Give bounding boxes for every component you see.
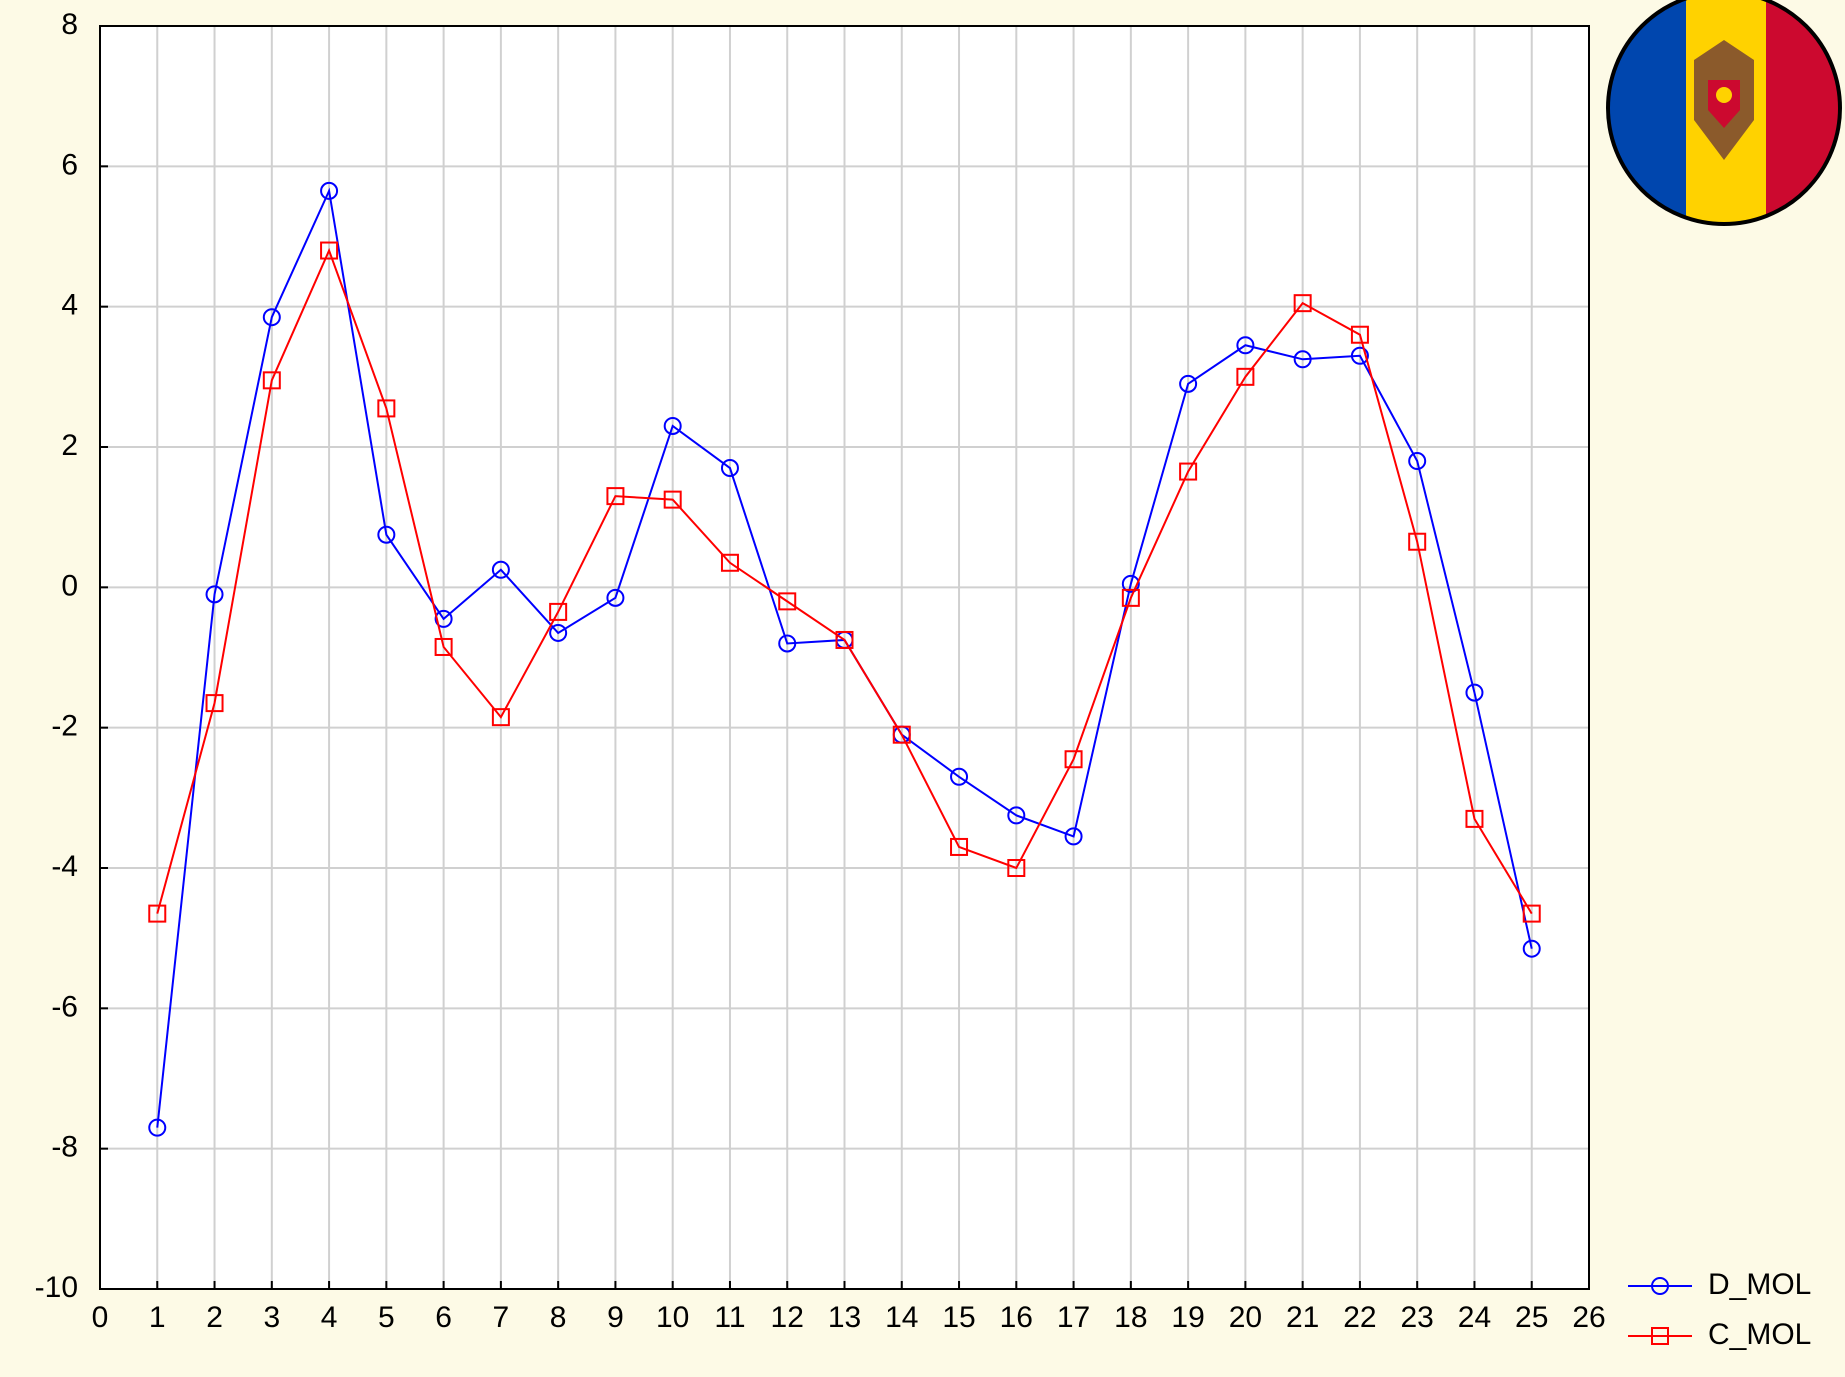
x-tick-label: 22 (1343, 1301, 1376, 1334)
x-tick-label: 11 (714, 1301, 745, 1334)
marker (1522, 939, 1541, 958)
x-tick-label: 24 (1458, 1301, 1491, 1334)
marker (835, 630, 854, 649)
marker (1236, 336, 1255, 355)
x-tick-label: 13 (828, 1301, 861, 1334)
x-tick-label: 9 (607, 1301, 624, 1334)
marker (1179, 374, 1198, 393)
x-tick-label: 6 (435, 1301, 452, 1334)
marker (1350, 325, 1369, 344)
marker (320, 241, 339, 260)
marker (549, 623, 568, 642)
y-tick-label: 8 (61, 8, 78, 41)
y-tick-label: 2 (61, 429, 78, 462)
x-tick-label: 4 (321, 1301, 338, 1334)
marker (491, 708, 510, 727)
marker (1465, 809, 1484, 828)
marker (1121, 574, 1140, 593)
marker (377, 399, 396, 418)
x-tick-label: 25 (1515, 1301, 1548, 1334)
x-tick-label: 17 (1057, 1301, 1090, 1334)
legend-item: D_MOL (1628, 1268, 1811, 1301)
marker (1350, 346, 1369, 365)
flag-badge (1606, 0, 1842, 226)
marker (1293, 294, 1312, 313)
marker (1408, 532, 1427, 551)
y-tick-label: 6 (61, 148, 78, 181)
marker (491, 560, 510, 579)
x-tick-label: 23 (1401, 1301, 1434, 1334)
x-tick-label: 26 (1572, 1301, 1605, 1334)
marker (262, 371, 281, 390)
x-tick-label: 19 (1171, 1301, 1204, 1334)
series-line (156, 247, 1533, 915)
x-tick-label: 15 (942, 1301, 975, 1334)
marker (1465, 683, 1484, 702)
x-tick-label: 7 (493, 1301, 510, 1334)
marker (1121, 588, 1140, 607)
marker (1293, 350, 1312, 369)
marker (148, 904, 167, 923)
marker (1064, 750, 1083, 769)
legend-label: D_MOL (1708, 1268, 1811, 1301)
marker (663, 490, 682, 509)
x-tick-label: 2 (206, 1301, 223, 1334)
marker (950, 767, 969, 786)
y-tick-label: 4 (61, 289, 78, 322)
x-tick-label: 1 (149, 1301, 166, 1334)
marker (434, 637, 453, 656)
x-tick-label: 18 (1114, 1301, 1147, 1334)
marker (720, 553, 739, 572)
marker (320, 181, 339, 200)
marker (549, 602, 568, 621)
marker (720, 459, 739, 478)
y-tick-label: -2 (51, 710, 78, 743)
x-tick-label: 12 (771, 1301, 804, 1334)
x-tick-label: 14 (885, 1301, 918, 1334)
marker (892, 725, 911, 744)
x-tick-label: 0 (92, 1301, 109, 1334)
marker (1179, 462, 1198, 481)
plot-frame (99, 25, 1590, 1290)
x-tick-label: 8 (550, 1301, 567, 1334)
marker (778, 634, 797, 653)
y-tick-label: -10 (35, 1271, 78, 1304)
marker (606, 588, 625, 607)
y-tick-label: -4 (51, 850, 78, 883)
marker (377, 525, 396, 544)
marker (663, 416, 682, 435)
x-tick-label: 10 (656, 1301, 689, 1334)
legend-label: C_MOL (1708, 1318, 1811, 1351)
marker (262, 308, 281, 327)
marker (205, 585, 224, 604)
y-tick-label: 0 (61, 569, 78, 602)
marker (1651, 1327, 1669, 1345)
marker (950, 837, 969, 856)
x-tick-label: 5 (378, 1301, 395, 1334)
marker (1007, 859, 1026, 877)
marker (434, 609, 453, 628)
x-tick-label: 3 (263, 1301, 280, 1334)
marker (1651, 1277, 1669, 1295)
marker (778, 592, 797, 611)
x-tick-label: 20 (1229, 1301, 1262, 1334)
marker (1064, 827, 1083, 846)
x-tick-label: 16 (1000, 1301, 1033, 1334)
marker (148, 1118, 167, 1137)
marker (1522, 904, 1541, 923)
marker (1236, 367, 1255, 386)
y-tick-label: -6 (51, 990, 78, 1023)
x-tick-label: 21 (1286, 1301, 1319, 1334)
marker (606, 487, 625, 506)
marker (1007, 806, 1026, 825)
marker (1408, 452, 1427, 471)
marker (205, 694, 224, 713)
y-tick-label: -8 (51, 1131, 78, 1164)
legend-item: C_MOL (1628, 1318, 1811, 1351)
